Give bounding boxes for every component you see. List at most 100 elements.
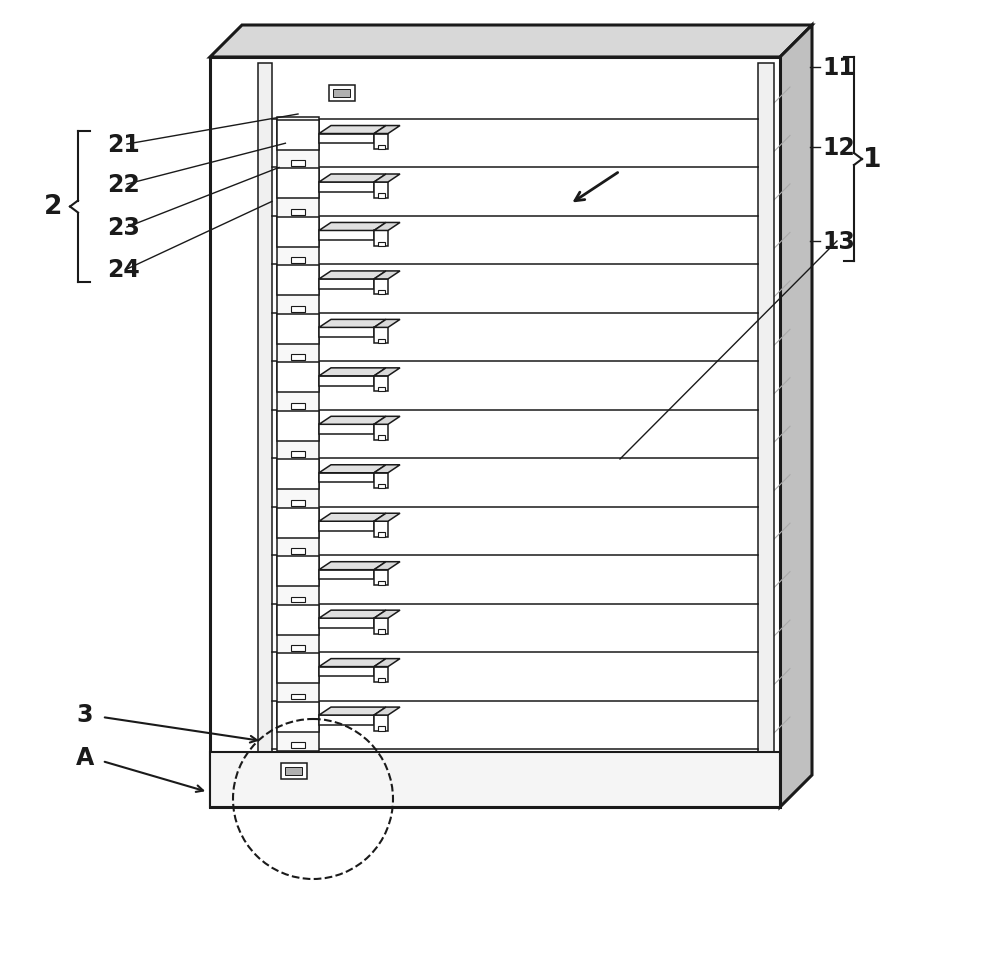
Polygon shape xyxy=(319,328,374,337)
Polygon shape xyxy=(374,465,400,473)
Bar xyxy=(277,266,319,296)
Text: 11: 11 xyxy=(822,56,855,80)
Polygon shape xyxy=(210,26,812,58)
Bar xyxy=(277,314,319,344)
Bar xyxy=(277,217,319,248)
Bar xyxy=(758,64,774,801)
Bar xyxy=(378,678,385,682)
Bar xyxy=(374,715,388,730)
Bar xyxy=(291,355,305,360)
Bar xyxy=(374,183,388,198)
Polygon shape xyxy=(319,183,374,192)
Polygon shape xyxy=(319,223,386,232)
Bar xyxy=(378,339,385,343)
Bar xyxy=(291,307,305,312)
Bar xyxy=(374,232,388,247)
Polygon shape xyxy=(319,562,386,570)
Text: 1: 1 xyxy=(863,147,881,173)
Polygon shape xyxy=(319,232,374,241)
Polygon shape xyxy=(319,272,386,280)
Bar xyxy=(374,570,388,585)
Bar xyxy=(378,436,385,440)
Polygon shape xyxy=(319,175,386,183)
Bar xyxy=(291,209,305,215)
Bar xyxy=(291,161,305,167)
Polygon shape xyxy=(319,280,374,289)
Bar xyxy=(291,259,305,264)
Polygon shape xyxy=(319,619,374,628)
Bar xyxy=(378,629,385,634)
Polygon shape xyxy=(319,473,374,483)
Bar xyxy=(291,597,305,603)
Polygon shape xyxy=(319,522,374,531)
Bar xyxy=(277,169,319,199)
Polygon shape xyxy=(374,514,400,522)
Bar xyxy=(374,473,388,489)
Bar xyxy=(378,145,385,150)
Text: 22: 22 xyxy=(107,173,140,197)
Polygon shape xyxy=(319,135,374,144)
Polygon shape xyxy=(319,514,386,522)
Polygon shape xyxy=(374,127,400,135)
Bar xyxy=(285,767,302,776)
Bar xyxy=(291,694,305,700)
Polygon shape xyxy=(319,425,374,434)
Bar xyxy=(374,619,388,634)
Bar xyxy=(277,702,319,731)
Bar xyxy=(277,508,319,538)
Bar xyxy=(291,452,305,457)
Bar xyxy=(281,763,307,779)
Bar xyxy=(277,363,319,393)
Bar xyxy=(374,667,388,682)
Text: 3: 3 xyxy=(77,702,93,727)
Text: 2: 2 xyxy=(44,194,62,220)
Polygon shape xyxy=(319,659,386,667)
Bar xyxy=(291,500,305,506)
Polygon shape xyxy=(374,272,400,280)
Bar xyxy=(277,118,319,752)
Bar xyxy=(277,653,319,683)
Bar xyxy=(258,64,272,801)
Bar xyxy=(374,280,388,295)
Bar xyxy=(378,291,385,295)
Bar xyxy=(291,549,305,554)
Polygon shape xyxy=(319,368,386,377)
Bar xyxy=(277,411,319,441)
Polygon shape xyxy=(319,465,386,473)
Polygon shape xyxy=(319,715,374,725)
Bar xyxy=(210,58,780,807)
Polygon shape xyxy=(319,667,374,677)
Bar xyxy=(378,194,385,198)
Bar xyxy=(329,86,355,102)
Polygon shape xyxy=(374,175,400,183)
Polygon shape xyxy=(374,368,400,377)
Polygon shape xyxy=(780,26,812,807)
Text: 23: 23 xyxy=(107,216,140,239)
Bar xyxy=(378,532,385,537)
Bar xyxy=(374,135,388,150)
Bar xyxy=(291,646,305,652)
Text: 24: 24 xyxy=(107,258,140,282)
Polygon shape xyxy=(374,223,400,232)
Bar xyxy=(277,121,319,151)
Polygon shape xyxy=(319,127,386,135)
Polygon shape xyxy=(374,562,400,570)
Text: 13: 13 xyxy=(822,230,855,254)
Bar xyxy=(378,727,385,730)
Polygon shape xyxy=(319,320,386,328)
Polygon shape xyxy=(374,320,400,328)
Bar xyxy=(277,556,319,586)
Polygon shape xyxy=(374,707,400,715)
Bar xyxy=(291,404,305,409)
Polygon shape xyxy=(374,659,400,667)
Polygon shape xyxy=(319,417,386,425)
Bar xyxy=(291,742,305,748)
Bar xyxy=(378,242,385,247)
Polygon shape xyxy=(374,610,400,619)
Polygon shape xyxy=(319,377,374,386)
Bar xyxy=(374,425,388,440)
Polygon shape xyxy=(374,417,400,425)
Bar xyxy=(378,484,385,489)
Bar xyxy=(374,522,388,537)
Polygon shape xyxy=(319,570,374,579)
